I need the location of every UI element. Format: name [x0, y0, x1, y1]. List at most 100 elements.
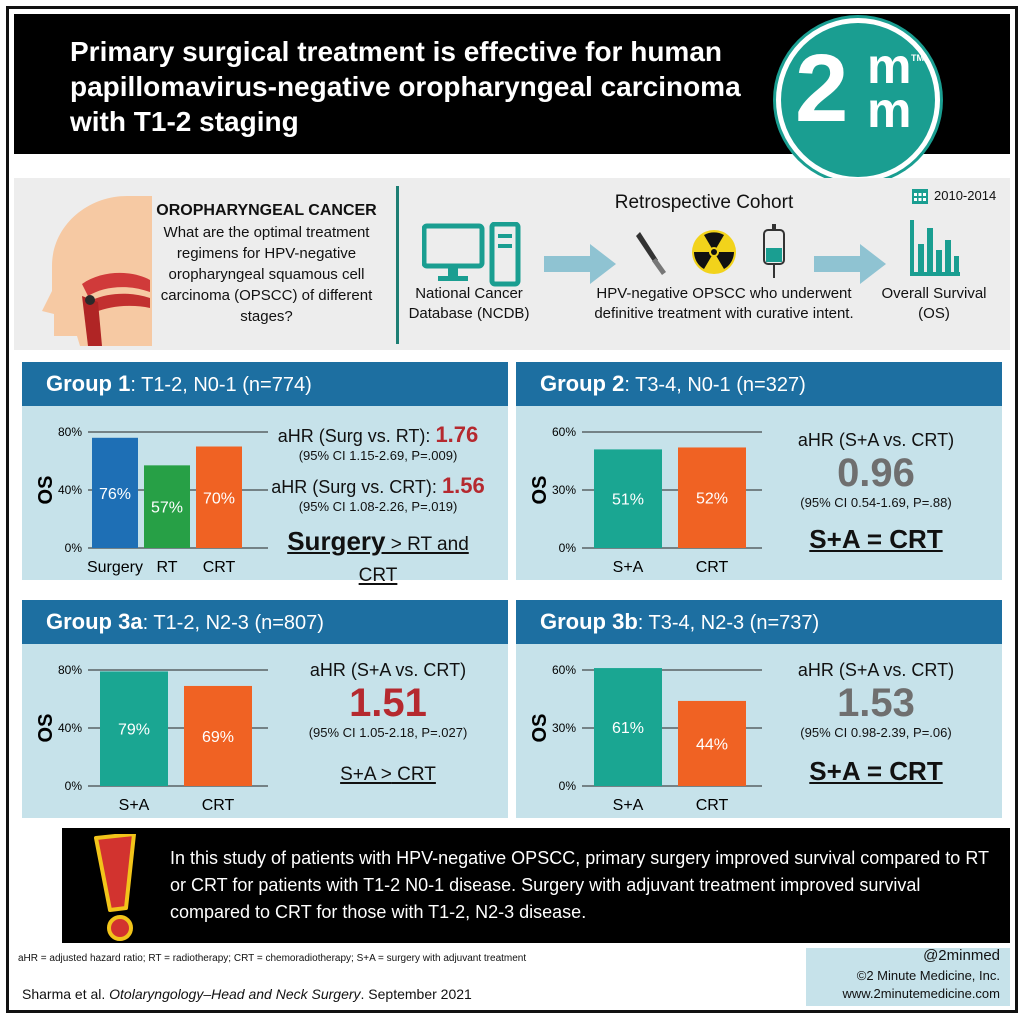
- bar-value-label: 61%: [612, 720, 644, 737]
- section-divider: [396, 186, 399, 344]
- logo-trademark: TM: [911, 53, 924, 63]
- bar-value-label: 76%: [99, 486, 131, 503]
- group-1-stat2-value: 1.56: [441, 473, 485, 498]
- question-title: OROPHARYNGEAL CANCER: [156, 202, 377, 219]
- abbreviations-footnote: aHR = adjusted hazard ratio; RT = radiot…: [18, 953, 527, 964]
- citation-date: . September 2021: [360, 986, 472, 1002]
- group-2-header: Group 2: T3-4, N0-1 (n=327): [516, 362, 1002, 406]
- group-3b-stats: aHR (S+A vs. CRT) 1.53 (95% CI 0.98-2.39…: [766, 660, 986, 787]
- bar-chart-icon: [910, 220, 960, 276]
- group-3a-chart: 0% 40% 80% OS 79% S+A 69% CRT: [35, 663, 268, 814]
- group-3a-header: Group 3a: T1-2, N2-3 (n=807): [22, 600, 508, 644]
- group-1-header: Group 1: T1-2, N0-1 (n=774): [22, 362, 508, 406]
- group-2-chart: 0% 30% 60% OS 51% S+A 52% CRT: [529, 425, 762, 576]
- y-axis-label: OS: [35, 714, 57, 743]
- bar-value-label: 57%: [151, 500, 183, 517]
- bar-value-label: 79%: [118, 722, 150, 739]
- bar-value-label: 51%: [612, 492, 644, 509]
- study-overview: OROPHARYNGEAL CANCER What are the optima…: [14, 178, 1010, 350]
- y-tick-label: 30%: [552, 721, 576, 735]
- website-link[interactable]: www.2minutemedicine.com: [842, 986, 1000, 1001]
- x-category-label: CRT: [203, 559, 236, 576]
- group-3a-stat-ci: (95% CI 1.05-2.18, P=.027): [308, 725, 468, 740]
- y-tick-label: 60%: [552, 425, 576, 439]
- group-3a-panel: Group 3a: T1-2, N2-3 (n=807) 0% 40% 80% OS 7…: [22, 600, 508, 818]
- credit-box: [806, 948, 1010, 1006]
- cohort-title: Retrospective Cohort: [614, 192, 794, 213]
- group-1-stat2-label: aHR (Surg vs. CRT):: [271, 477, 442, 497]
- x-category-label: S+A: [119, 797, 150, 814]
- group-3b-name: Group 3b: [540, 609, 638, 634]
- y-axis-label: OS: [529, 476, 551, 505]
- iv-bag-icon: [763, 224, 785, 278]
- bar: [144, 465, 190, 548]
- group-2-stats: aHR (S+A vs. CRT) 0.96 (95% CI 0.54-1.69…: [766, 430, 986, 555]
- group-3b-conclusion: S+A = CRT: [809, 756, 943, 786]
- y-tick-label: 40%: [58, 483, 82, 497]
- y-axis-label: OS: [529, 714, 551, 743]
- y-tick-label: 0%: [559, 779, 577, 793]
- group-1-stat1-label: aHR (Surg vs. RT):: [277, 426, 436, 446]
- group-3a-stat-value: 1.51: [349, 681, 427, 725]
- group-3a-subtitle: : T1-2, N2-3 (n=807): [142, 612, 324, 634]
- scalpel-icon: [636, 232, 666, 275]
- group-2-subtitle: : T3-4, N0-1 (n=327): [624, 374, 806, 396]
- y-tick-label: 0%: [65, 779, 83, 793]
- group-3a-conclusion-main: S+A >: [340, 764, 392, 785]
- x-category-label: CRT: [202, 797, 235, 814]
- group-2-name: Group 2: [540, 371, 625, 396]
- group-2-conclusion: S+A = CRT: [809, 524, 943, 554]
- page-title: Primary surgical treatment is effective …: [70, 36, 741, 137]
- group-1-stat1-ci: (95% CI 1.15-2.69, P=.009): [298, 448, 458, 463]
- group-3b-chart: 0% 30% 60% OS 61% S+A 44% CRT: [529, 663, 762, 814]
- bar-value-label: 44%: [696, 736, 728, 753]
- x-category-label: S+A: [613, 559, 644, 576]
- logo-m-bottom: m: [867, 82, 912, 138]
- bar: [100, 671, 168, 786]
- group-1-conclusion-main: Surgery: [287, 526, 386, 556]
- bar-value-label: 69%: [202, 729, 234, 746]
- treatment-icons: [636, 224, 785, 278]
- bar: [678, 700, 746, 786]
- bar: [92, 437, 138, 548]
- group-3a-conclusion-rest: CRT: [391, 764, 436, 785]
- summary-banner: [62, 828, 1010, 943]
- exclamation-icon: [94, 834, 136, 941]
- y-tick-label: 80%: [58, 663, 82, 677]
- outcome-label: Overall Survival (OS): [881, 285, 987, 322]
- citation-journal: Otolaryngology–Head and Neck Surgery: [109, 986, 361, 1002]
- group-2-stat-label: aHR (S+A vs. CRT): [797, 430, 955, 450]
- group-1-conclusion-rest: > RT and CRT: [358, 534, 469, 586]
- group-3b-stat-value: 1.53: [837, 681, 915, 725]
- group-3b-stat-label: aHR (S+A vs. CRT): [797, 660, 955, 680]
- y-axis-label: OS: [35, 476, 57, 505]
- group-1-panel: Group 1: T1-2, N0-1 (n=774) 0% 40% 80% OS 76…: [22, 362, 508, 586]
- logo-m-top: m: [867, 38, 912, 94]
- group-3a-stat-label: aHR (S+A vs. CRT): [309, 660, 467, 680]
- question-text: What are the optimal treatment regimens …: [160, 224, 373, 325]
- arrow-right-icon: [544, 244, 616, 284]
- x-category-label: CRT: [696, 559, 729, 576]
- group-3b-subtitle: : T3-4, N2-3 (n=737): [637, 612, 820, 634]
- radiation-icon: [692, 230, 736, 274]
- group-3b-stat-ci: (95% CI 0.98-2.39, P=.06): [800, 725, 952, 740]
- logo-two: 2: [795, 35, 848, 142]
- group-3a-stats: aHR (S+A vs. CRT) 1.51 (95% CI 1.05-2.18…: [278, 660, 498, 787]
- group-1-stat1-value: 1.76: [435, 422, 479, 447]
- x-category-label: RT: [156, 559, 177, 576]
- group-2-panel: Group 2: T3-4, N0-1 (n=327) 0% 30% 60% OS 51…: [516, 362, 1002, 580]
- group-3b-header: Group 3b: T3-4, N2-3 (n=737): [516, 600, 1002, 644]
- company-credit: ©2 Minute Medicine, Inc.: [856, 968, 1000, 983]
- x-category-label: Surgery: [87, 559, 143, 576]
- brand-logo: 2 m m TM: [776, 18, 940, 182]
- bar-value-label: 52%: [696, 491, 728, 508]
- calendar-icon: [912, 189, 928, 204]
- bar: [184, 685, 252, 786]
- data-source-label: National Cancer Database (NCDB): [408, 285, 530, 322]
- group-3b-panel: Group 3b: T3-4, N2-3 (n=737) 0% 30% 60% OS 6…: [516, 600, 1002, 818]
- bar: [678, 447, 746, 548]
- x-category-label: CRT: [696, 797, 729, 814]
- bar: [594, 668, 662, 786]
- group-1-stats: aHR (Surg vs. RT): 1.76 (95% CI 1.15-2.6…: [268, 422, 488, 588]
- x-category-label: S+A: [613, 797, 644, 814]
